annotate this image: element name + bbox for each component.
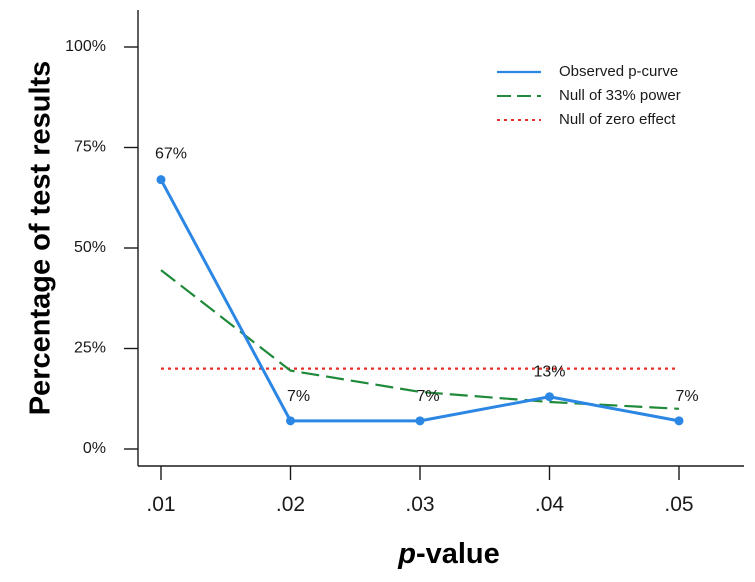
series-line-observed-p-curve (159, 178, 680, 423)
legend-label-null-of-33-power: Null of 33% power (559, 87, 681, 104)
x-tick-label: .02 (276, 493, 305, 516)
y-tick-label: 50% (74, 239, 106, 256)
data-point (674, 416, 684, 426)
x-tick-label: .04 (535, 493, 565, 516)
series-group (159, 178, 680, 423)
x-tick-label: .05 (664, 493, 693, 516)
legend-label-observed-p-curve: Observed p-curve (559, 63, 678, 80)
y-axis-label: Percentage of test results (25, 61, 57, 416)
y-tick-label: 25% (74, 340, 106, 357)
x-ticks: .01 .02 .03 .04 .05 (146, 466, 694, 516)
data-label: 7% (416, 388, 439, 405)
axes (137, 10, 744, 467)
legend-label-null-of-zero-effect: Null of zero effect (559, 111, 676, 128)
data-point (415, 416, 425, 426)
data-labels-group: 67% 7% 7% 13% 7% (155, 146, 699, 405)
y-tick-label: 100% (65, 38, 106, 55)
x-axis-label: p-value (397, 538, 500, 570)
y-tick-label: 75% (74, 139, 106, 156)
x-axis-label-italic: p (397, 538, 416, 570)
data-label: 7% (675, 388, 698, 405)
points-group (156, 175, 684, 426)
x-axis-label-rest: -value (416, 538, 500, 570)
data-point (545, 392, 554, 402)
data-point (286, 416, 295, 426)
data-label: 7% (287, 388, 310, 405)
data-label: 67% (155, 146, 187, 163)
y-tick-label: 0% (83, 440, 106, 457)
data-point (156, 175, 166, 185)
legend: Observed p-curve Null of 33% power Null of… (497, 63, 681, 128)
y-ticks: 0% 25% 50% 75% 100% (65, 38, 138, 457)
x-tick-label: .03 (405, 493, 434, 516)
data-label: 13% (533, 364, 565, 381)
series-line-null-of-33-power (160, 269, 680, 410)
x-tick-label: .01 (146, 493, 175, 516)
